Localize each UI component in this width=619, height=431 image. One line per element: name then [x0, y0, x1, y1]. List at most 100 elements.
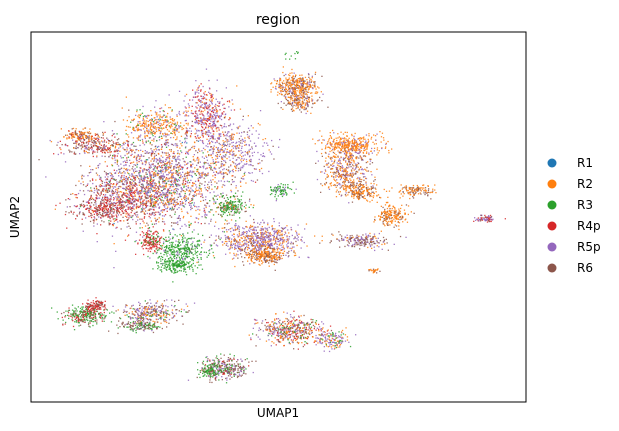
point-r4p: [121, 204, 123, 206]
point-r5p: [158, 185, 161, 187]
point-r4p: [88, 215, 90, 218]
point-r4p: [108, 201, 110, 203]
point-r4p: [141, 180, 143, 182]
point-r4p: [60, 152, 62, 154]
point-r4p: [147, 200, 150, 202]
point-r3: [191, 259, 193, 261]
point-r2: [147, 120, 149, 123]
point-r6: [220, 160, 223, 163]
point-r5p: [270, 153, 273, 155]
point-r2: [200, 193, 202, 195]
point-r3: [150, 198, 152, 200]
point-r6: [121, 181, 123, 183]
point-r5p: [214, 114, 216, 117]
point-r6: [100, 147, 102, 149]
point-r2: [164, 119, 166, 121]
point-r2: [198, 189, 200, 191]
point-r2: [159, 125, 162, 127]
point-r5p: [217, 126, 219, 129]
point-r4p: [165, 163, 167, 165]
point-r2: [118, 194, 120, 196]
point-r4p: [111, 214, 113, 216]
point-r5p: [224, 184, 226, 187]
point-r3: [231, 207, 233, 209]
point-r3: [166, 263, 168, 266]
point-r6: [101, 150, 104, 152]
point-r2: [252, 127, 254, 129]
point-r6: [120, 228, 122, 230]
point-r5p: [156, 193, 158, 195]
point-r5p: [114, 202, 116, 204]
point-r2: [192, 145, 194, 148]
point-r2: [155, 127, 157, 129]
point-r5p: [219, 133, 221, 136]
point-r5p: [122, 147, 124, 149]
point-r6: [234, 176, 236, 178]
point-r6: [173, 167, 175, 170]
point-r5p: [201, 97, 203, 100]
point-r5p: [160, 185, 162, 188]
point-r5p: [189, 171, 191, 173]
point-r4p: [186, 167, 188, 170]
point-r2: [134, 194, 136, 196]
point-r5p: [203, 207, 205, 210]
point-r5p: [220, 133, 222, 135]
point-r3: [116, 133, 118, 135]
point-r2: [194, 128, 197, 130]
point-r5p: [57, 141, 59, 144]
point-r4p: [128, 196, 130, 198]
point-r2: [229, 101, 231, 103]
point-r6: [215, 195, 217, 197]
point-r4p: [95, 185, 97, 188]
point-r2: [202, 110, 204, 113]
point-r5p: [205, 145, 207, 147]
point-r2: [229, 247, 231, 249]
point-r5p: [205, 68, 208, 70]
point-r5p: [203, 122, 205, 124]
point-r3: [171, 208, 173, 210]
point-r3: [187, 179, 189, 182]
point-r5p: [190, 130, 192, 132]
point-r4p: [196, 117, 198, 119]
point-r6: [141, 198, 143, 200]
point-r2: [85, 135, 87, 137]
point-r3: [243, 173, 245, 175]
point-r2: [176, 152, 179, 155]
point-r5p: [150, 202, 152, 204]
point-r2: [165, 186, 167, 188]
point-r3: [125, 133, 127, 135]
point-r4p: [171, 194, 173, 196]
point-r4p: [201, 126, 203, 128]
point-r2: [205, 155, 207, 157]
point-r4p: [136, 189, 138, 191]
point-r2: [236, 132, 238, 134]
point-r4p: [155, 201, 157, 203]
point-r2: [101, 140, 103, 142]
point-r1: [146, 173, 148, 175]
point-r5p: [170, 170, 172, 172]
point-r2: [139, 169, 141, 172]
point-r5p: [229, 137, 231, 139]
point-r2: [168, 183, 170, 186]
point-r3: [187, 262, 189, 264]
point-r5p: [76, 147, 78, 149]
point-r4p: [213, 130, 215, 133]
point-r5p: [184, 179, 186, 181]
point-r6: [69, 150, 71, 152]
point-r5p: [173, 181, 175, 184]
point-r5p: [107, 138, 109, 141]
point-r6: [155, 184, 157, 187]
point-r5p: [97, 137, 100, 140]
point-r5p: [111, 189, 113, 191]
point-r2: [161, 201, 163, 203]
point-r1: [193, 195, 195, 197]
point-r5p: [205, 196, 207, 198]
point-r2: [126, 149, 128, 151]
point-r5p: [130, 144, 132, 146]
point-r5p: [230, 109, 232, 111]
point-r4p: [96, 207, 98, 209]
point-r5p: [200, 176, 202, 179]
point-r4p: [127, 144, 129, 146]
point-r4p: [110, 220, 112, 222]
point-r4p: [164, 214, 167, 216]
